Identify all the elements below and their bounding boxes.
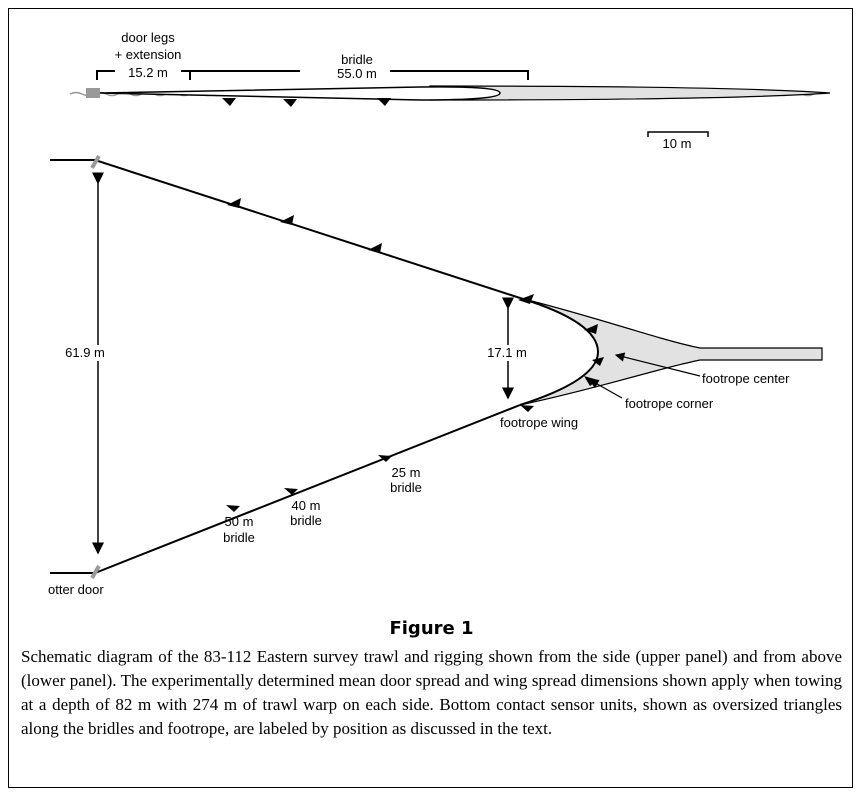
label: 40 m (292, 498, 321, 513)
label: bridle (290, 513, 322, 528)
figure-caption: Schematic diagram of the 83-112 Eastern … (21, 647, 842, 738)
label: door legs (121, 30, 175, 45)
label: + extension (115, 47, 182, 62)
scale-bar (647, 131, 709, 137)
label: 10 m (663, 136, 692, 151)
figure-frame (8, 8, 853, 788)
label: bridle (341, 52, 373, 67)
bridle-side (99, 86, 501, 101)
footrope (519, 297, 600, 406)
label: footrope wing (500, 415, 578, 430)
door-side (86, 88, 100, 98)
net-side (429, 85, 831, 101)
door (90, 564, 101, 580)
label: 61.9 m (65, 345, 105, 360)
label: 17.1 m (487, 345, 527, 360)
label: footrope corner (625, 396, 714, 411)
label: otter door (48, 582, 104, 597)
arrow (588, 379, 623, 399)
door (90, 154, 101, 170)
net-top (519, 297, 823, 406)
label: 55.0 m (337, 66, 377, 81)
label: bridle (223, 530, 255, 545)
sensors-side (222, 98, 391, 107)
arrow (614, 352, 701, 377)
label: 15.2 m (128, 65, 168, 80)
label: 50 m (225, 514, 254, 529)
label: footrope center (702, 371, 790, 386)
figure-title: Figure 1 (389, 618, 474, 639)
label: 25 m (392, 465, 421, 480)
label: bridle (390, 480, 422, 495)
